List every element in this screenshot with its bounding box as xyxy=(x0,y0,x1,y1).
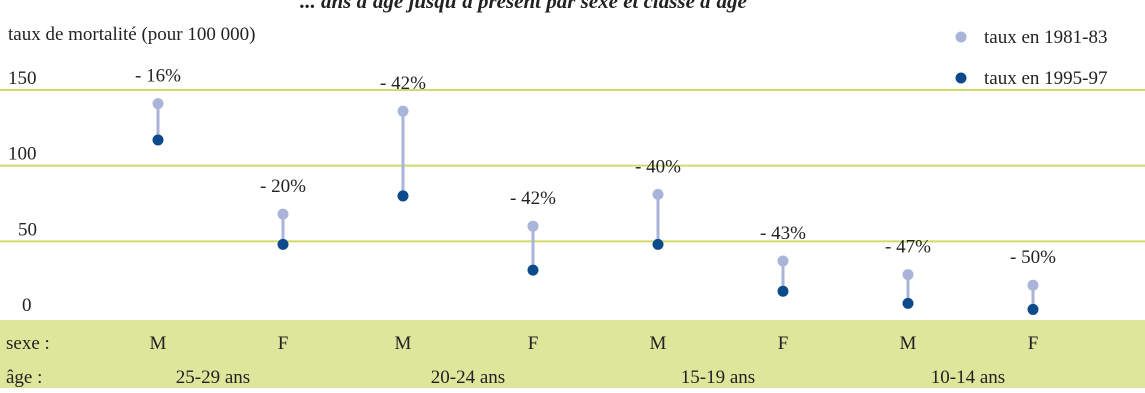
y-axis-label: taux de mortalité (pour 100 000) xyxy=(8,24,255,45)
age-group-label: 25-29 ans xyxy=(176,367,250,388)
sex-tick-label: F xyxy=(278,333,289,354)
point-1981-83 xyxy=(652,188,664,200)
sex-row-label: sexe : xyxy=(6,333,50,354)
point-1995-97 xyxy=(152,134,164,146)
point-1995-97 xyxy=(1027,303,1039,315)
legend-marker-1981-83 xyxy=(955,31,967,43)
chart-title-partial: ... ans d'âge jusqu'à présent par sexe e… xyxy=(300,0,747,13)
change-annotation: - 47% xyxy=(885,237,931,258)
change-annotation: - 42% xyxy=(380,73,426,94)
point-1981-83 xyxy=(152,98,164,110)
point-1995-97 xyxy=(397,190,409,202)
legend-marker-1995-97 xyxy=(955,72,967,84)
point-1995-97 xyxy=(277,238,289,250)
sex-tick-label: F xyxy=(1028,333,1039,354)
change-annotation: - 40% xyxy=(635,156,681,177)
change-annotation: - 20% xyxy=(260,176,306,197)
point-1981-83 xyxy=(527,220,539,232)
y-tick-label-100: 100 xyxy=(8,144,37,165)
y-tick-label-150: 150 xyxy=(8,68,37,89)
point-1981-83 xyxy=(397,105,409,117)
category-band xyxy=(0,320,1145,388)
change-annotation: - 43% xyxy=(760,223,806,244)
legend-label-1981-83: taux en 1981-83 xyxy=(984,27,1107,48)
point-1981-83 xyxy=(902,269,914,281)
sex-tick-label: F xyxy=(778,333,789,354)
sex-tick-label: F xyxy=(528,333,539,354)
sex-tick-label: M xyxy=(900,333,917,354)
point-1981-83 xyxy=(1027,279,1039,291)
age-group-label: 20-24 ans xyxy=(431,367,505,388)
point-1995-97 xyxy=(902,297,914,309)
age-row-label: âge : xyxy=(6,367,42,388)
sex-tick-label: M xyxy=(650,333,667,354)
legend-label-1995-97: taux en 1995-97 xyxy=(984,68,1107,89)
sex-tick-label: M xyxy=(395,333,412,354)
y-tick-label-0: 0 xyxy=(22,295,32,316)
point-1981-83 xyxy=(277,208,289,220)
point-1995-97 xyxy=(527,264,539,276)
y-tick-label-50: 50 xyxy=(18,219,37,240)
change-annotation: - 50% xyxy=(1010,247,1056,268)
age-group-label: 10-14 ans xyxy=(931,367,1005,388)
point-1995-97 xyxy=(777,285,789,297)
point-1981-83 xyxy=(777,255,789,267)
age-group-label: 15-19 ans xyxy=(681,367,755,388)
change-annotation: - 42% xyxy=(510,188,556,209)
sex-tick-label: M xyxy=(150,333,167,354)
change-annotation: - 16% xyxy=(135,66,181,87)
point-1995-97 xyxy=(652,238,664,250)
